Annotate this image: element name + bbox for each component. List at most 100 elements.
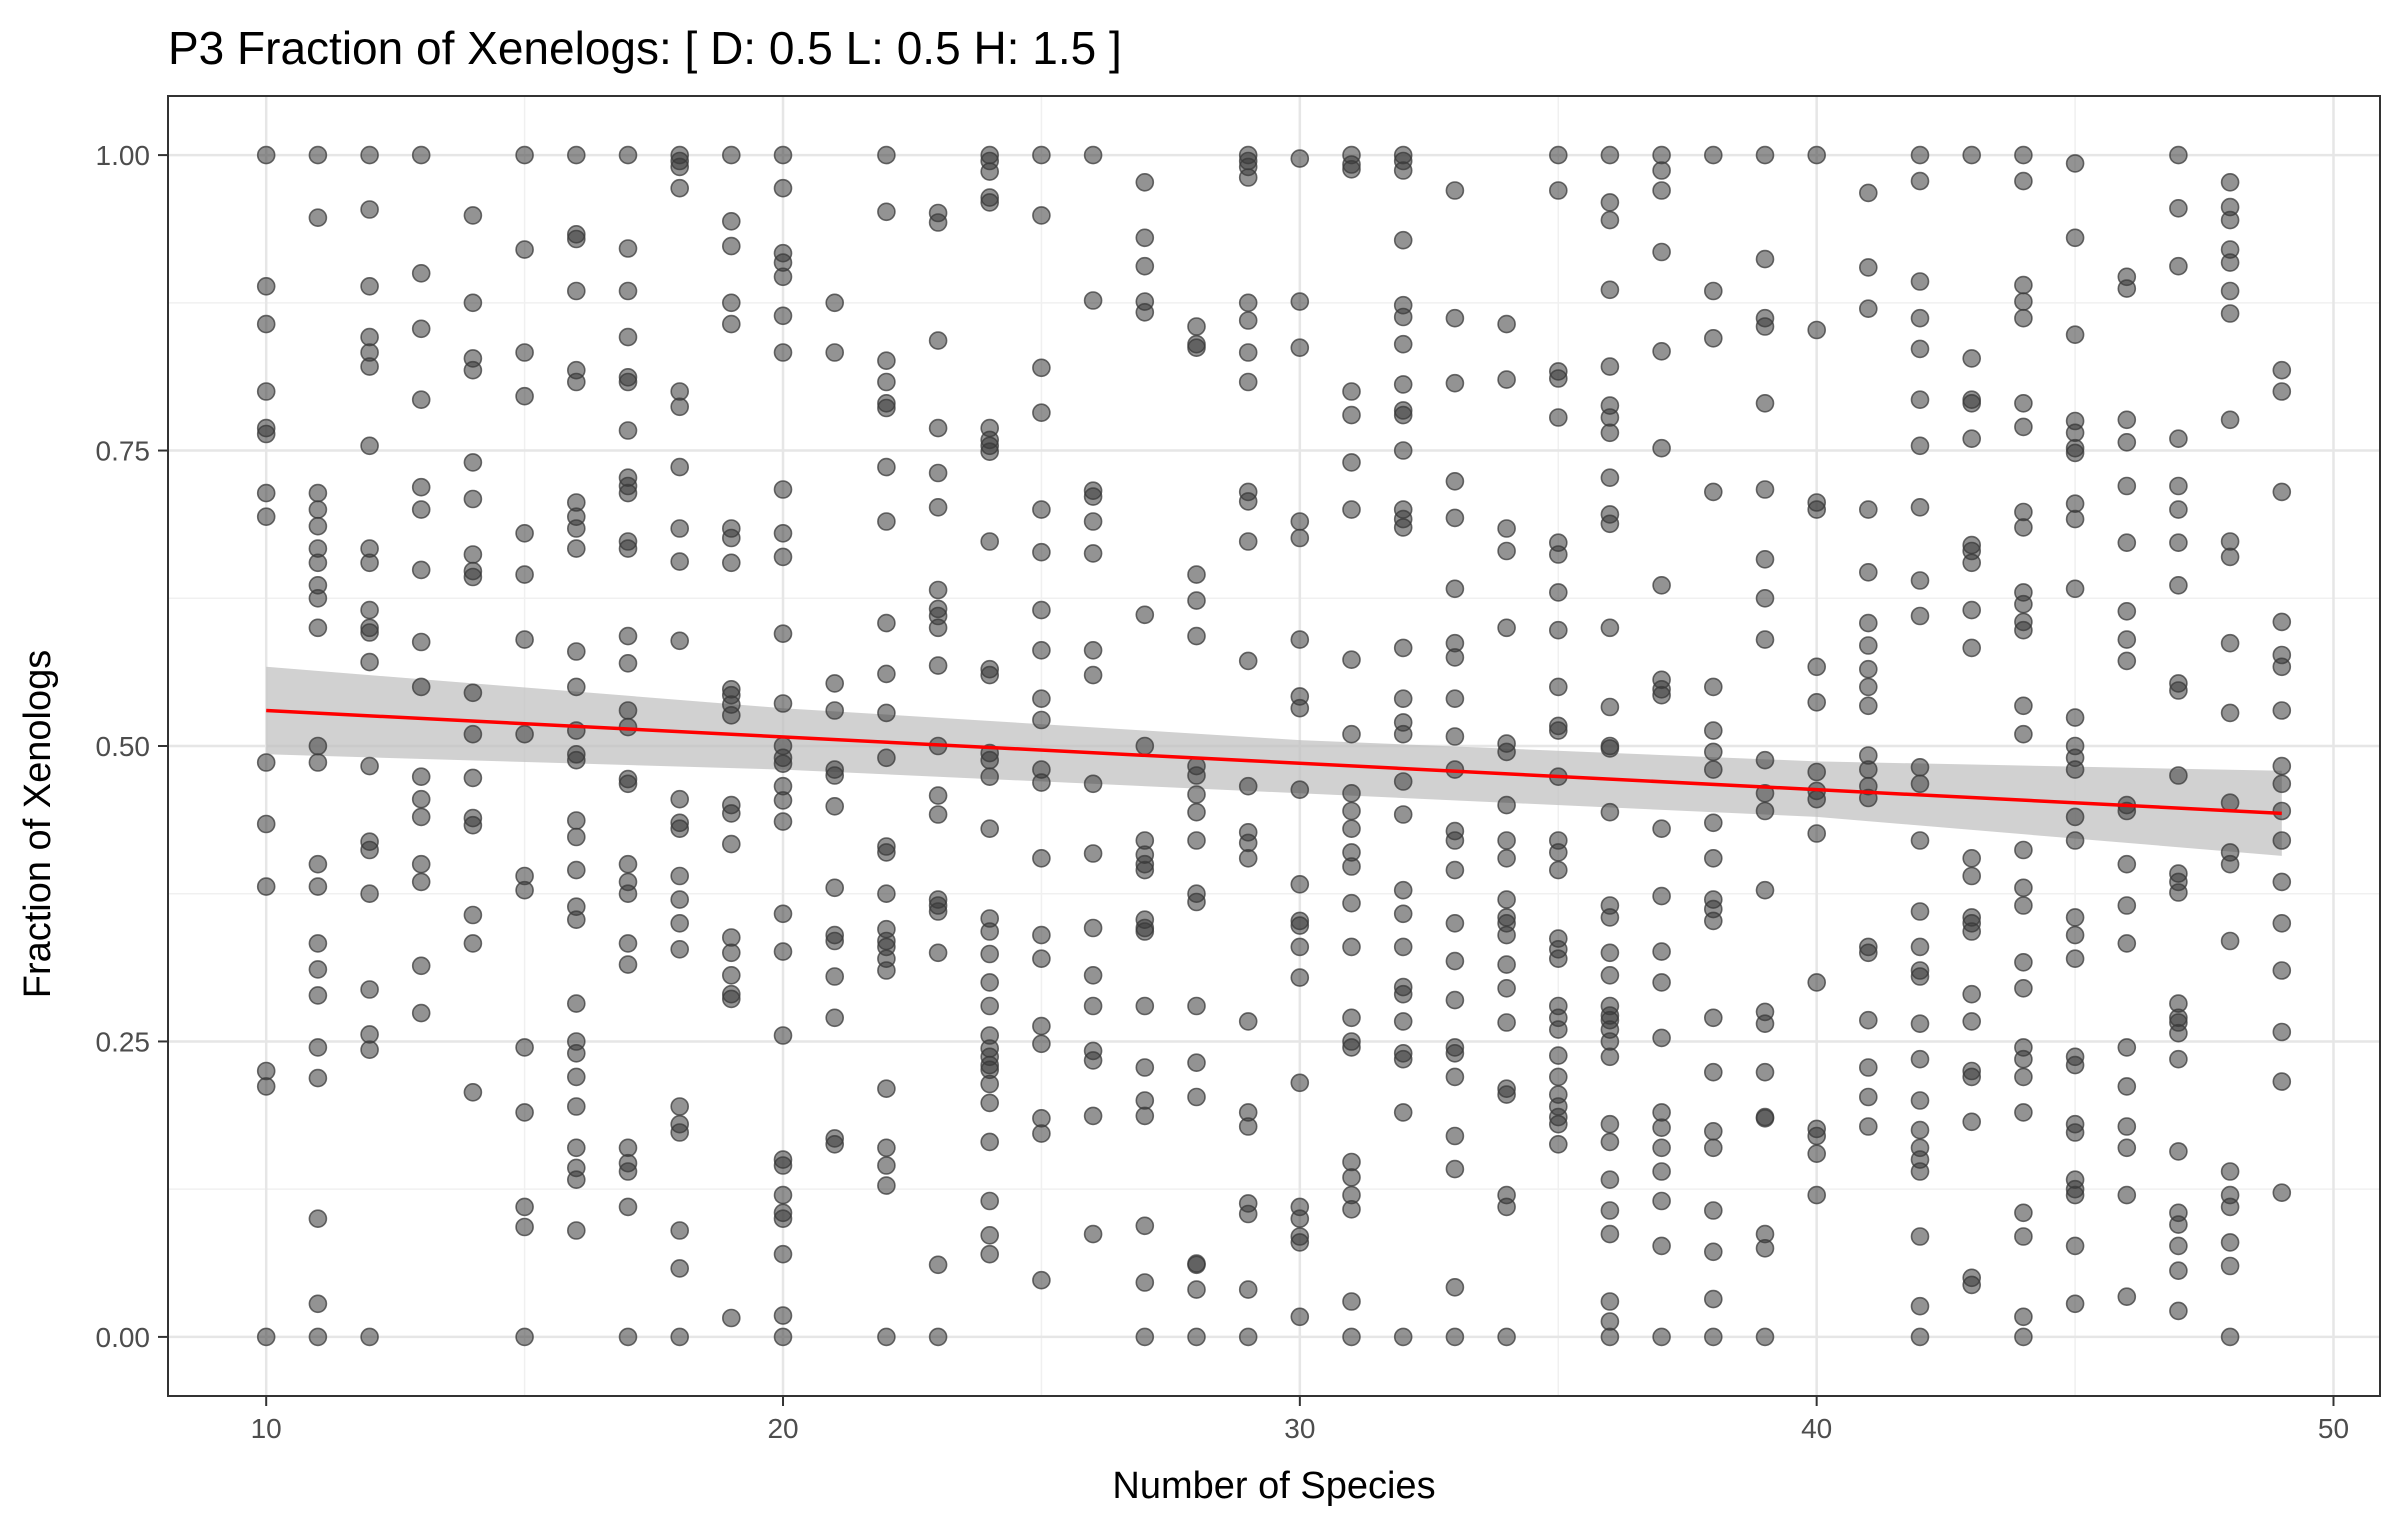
data-point (1342, 650, 1361, 670)
data-point (1032, 542, 1051, 562)
data-points-layer (256, 145, 2292, 1347)
data-point (618, 1138, 638, 1158)
x-tick-label: 50 (2318, 1413, 2349, 1444)
data-point (2220, 410, 2240, 430)
data-point (1600, 697, 1620, 717)
data-point (1859, 1117, 1878, 1136)
data-point (1342, 893, 1361, 913)
data-point (1187, 766, 1206, 785)
data-point (463, 768, 483, 788)
data-point (1393, 937, 1413, 957)
data-point (1187, 785, 1206, 804)
data-point (1807, 145, 1826, 165)
data-point (360, 436, 379, 456)
data-point (1600, 1224, 1620, 1244)
data-point (1187, 802, 1206, 822)
data-point (463, 905, 483, 925)
data-point (1032, 710, 1051, 730)
data-point (566, 539, 586, 558)
data-point (360, 1327, 379, 1347)
data-point (1704, 813, 1723, 833)
data-point (1393, 638, 1413, 658)
data-point (1859, 1087, 1878, 1107)
data-point (1445, 648, 1465, 667)
data-point (1704, 482, 1723, 502)
data-point (670, 519, 690, 538)
data-point (2117, 1038, 2137, 1057)
data-point (2014, 308, 2033, 328)
data-point (1342, 1200, 1361, 1219)
data-point (1910, 757, 1930, 777)
data-point (1445, 1159, 1465, 1179)
data-point (1859, 258, 1878, 277)
data-point (1549, 949, 1568, 969)
data-point (411, 956, 431, 976)
data-point (256, 1327, 276, 1347)
data-point (1549, 145, 1568, 165)
data-point (515, 1197, 534, 1217)
data-point (1910, 1091, 1930, 1110)
data-point (1187, 1280, 1206, 1299)
data-point (2272, 961, 2292, 980)
data-point (2220, 281, 2240, 301)
data-point (1445, 913, 1465, 933)
data-point (360, 553, 379, 573)
data-point (1962, 922, 1981, 941)
data-point (1549, 1114, 1568, 1134)
data-point (256, 276, 276, 296)
data-point (1290, 1073, 1310, 1093)
data-point (1187, 626, 1206, 646)
data-point (618, 327, 638, 347)
data-point (256, 753, 276, 772)
data-point (1342, 500, 1361, 519)
data-point (1600, 1047, 1620, 1067)
data-point (308, 516, 328, 536)
data-point (618, 701, 638, 720)
data-point (515, 724, 534, 744)
data-point (1083, 291, 1103, 310)
data-point (1393, 689, 1413, 709)
data-point (1600, 1201, 1620, 1220)
data-point (2014, 502, 2033, 522)
data-point (515, 630, 534, 649)
data-point (1755, 588, 1775, 608)
data-point (1497, 370, 1516, 389)
data-point (1032, 848, 1051, 868)
data-point (1807, 692, 1826, 712)
data-point (1393, 307, 1413, 327)
data-point (1859, 677, 1878, 697)
data-point (1290, 874, 1310, 894)
data-point (1083, 544, 1103, 563)
data-point (1652, 1118, 1671, 1137)
data-point (1238, 848, 1258, 868)
data-point (2169, 575, 2188, 595)
data-point (1755, 801, 1775, 821)
data-point (1497, 1013, 1516, 1032)
data-point (411, 807, 431, 827)
data-point (2272, 801, 2292, 821)
data-point (308, 483, 328, 503)
data-point (1342, 724, 1361, 744)
data-point (618, 539, 638, 558)
data-point (670, 178, 690, 198)
data-point (2065, 154, 2085, 173)
data-point (566, 910, 586, 930)
data-point (1135, 1216, 1155, 1236)
data-point (618, 626, 638, 646)
data-point (1755, 145, 1775, 165)
data-point (980, 996, 1000, 1016)
data-point (1652, 161, 1671, 180)
data-point (2220, 304, 2240, 323)
data-point (1032, 640, 1051, 660)
data-point (2272, 1183, 2292, 1202)
data-point (1704, 328, 1723, 348)
data-point (308, 618, 328, 638)
data-point (1238, 1117, 1258, 1136)
data-point (670, 1259, 690, 1278)
data-point (773, 306, 793, 326)
data-point (1600, 468, 1620, 488)
data-point (1445, 951, 1465, 971)
data-point (1135, 1058, 1155, 1077)
data-point (1497, 795, 1516, 815)
